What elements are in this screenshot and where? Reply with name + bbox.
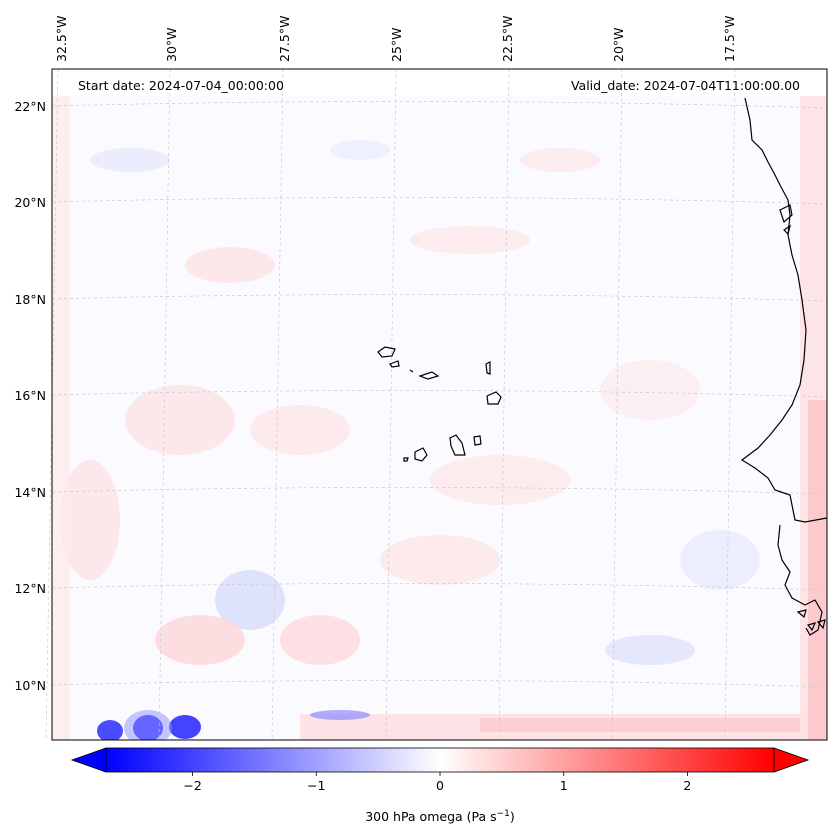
island-brava xyxy=(403,457,409,462)
colorbar-title: 300 hPa omega (Pa s−1) xyxy=(365,809,515,824)
gridlines xyxy=(45,68,828,741)
lon-gridline xyxy=(498,68,510,741)
lon-label: 32.5°W xyxy=(54,16,69,62)
lat-label: 12°N xyxy=(14,581,46,596)
lat-gridline xyxy=(51,294,828,302)
lon-label: 17.5°W xyxy=(722,16,737,62)
start-date-label: Start date: 2024-07-04_00:00:00 xyxy=(78,78,284,93)
lon-label: 27.5°W xyxy=(277,16,292,62)
africa-coastline-south xyxy=(777,524,823,636)
colorbar-tick-label: −2 xyxy=(183,778,201,793)
island-bijagos xyxy=(796,609,826,632)
lat-label: 22°N xyxy=(14,99,46,114)
island-fogo xyxy=(414,447,428,462)
island-coast-north xyxy=(779,204,793,236)
map-frame xyxy=(51,68,828,741)
island-santiago xyxy=(449,434,466,456)
island-maio xyxy=(473,435,482,446)
lat-gridline xyxy=(51,390,828,398)
lat-gridline xyxy=(51,197,828,205)
colorbar-tick-label: −1 xyxy=(307,778,325,793)
colorbar-body xyxy=(105,747,775,773)
colorbar: −2 −1 0 1 2 300 hPa omega (Pa s−1) xyxy=(70,747,810,824)
island-boa-vista xyxy=(486,391,502,405)
lon-labels: 32.5°W 30°W 27.5°W 25°W 22.5°W 20°W 17.5… xyxy=(54,16,737,62)
lat-gridline xyxy=(51,583,828,591)
lat-gridline xyxy=(51,680,828,688)
colorbar-high-extend xyxy=(773,747,810,773)
lat-gridline xyxy=(51,487,828,495)
colorbar-low-extend xyxy=(70,747,107,773)
valid-date-label: Valid_date: 2024-07-04T11:00:00.00 xyxy=(571,78,800,93)
lon-gridline xyxy=(385,68,397,741)
lat-labels: 22°N 20°N 18°N 16°N 14°N 12°N 10°N xyxy=(14,99,46,693)
lon-gridline xyxy=(158,68,171,741)
header-strip xyxy=(52,69,827,96)
island-sao-nicolau xyxy=(418,371,440,380)
lon-gridline xyxy=(45,68,59,741)
lat-label: 16°N xyxy=(14,388,46,403)
lon-label: 22.5°W xyxy=(500,16,515,62)
colorbar-tick-label: 0 xyxy=(436,778,444,793)
colorbar-tick-label: 2 xyxy=(683,778,691,793)
island-sao-vicente xyxy=(389,360,400,368)
lat-label: 18°N xyxy=(14,292,46,307)
lat-label: 10°N xyxy=(14,678,46,693)
africa-coastline xyxy=(740,97,828,523)
lon-label: 25°W xyxy=(389,27,404,62)
colorbar-tick-label: 1 xyxy=(560,778,568,793)
island-santa-luzia xyxy=(409,369,414,373)
lon-gridline xyxy=(724,68,736,741)
lon-gridline xyxy=(611,68,623,741)
island-sal xyxy=(485,361,491,375)
lon-label: 30°W xyxy=(164,27,179,62)
lat-label: 14°N xyxy=(14,485,46,500)
omega-field xyxy=(52,69,827,740)
lon-label: 20°W xyxy=(611,27,626,62)
coastlines xyxy=(377,97,828,636)
island-santo-antao xyxy=(377,346,396,358)
lat-gridline xyxy=(51,101,828,109)
lat-label: 20°N xyxy=(14,195,46,210)
lon-gridline xyxy=(271,68,284,741)
